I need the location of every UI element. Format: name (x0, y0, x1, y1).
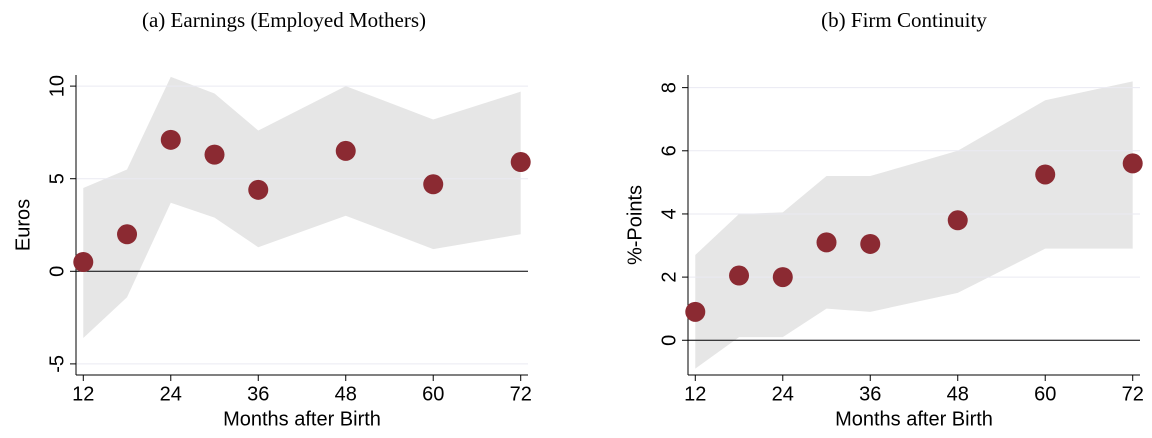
point (204, 144, 225, 165)
x-tick-label: 24 (160, 383, 182, 405)
point (729, 265, 750, 286)
x-axis-label: Months after Birth (835, 408, 993, 430)
panel-title: (a) Earnings (Employed Mothers) (142, 8, 426, 32)
point (160, 129, 181, 150)
x-tick-label: 60 (1034, 383, 1056, 405)
point (772, 267, 793, 288)
y-tick-label: 6 (658, 145, 680, 156)
y-tick-label: 5 (46, 173, 68, 184)
point (117, 224, 138, 245)
y-tick-label: 8 (658, 82, 680, 93)
x-axis-label: Months after Birth (223, 408, 381, 430)
x-tick-label: 24 (772, 383, 794, 405)
x-tick-label: 60 (422, 383, 444, 405)
y-tick-label: 4 (658, 208, 680, 219)
confidence-band (695, 81, 1133, 369)
x-tick-label: 72 (510, 383, 532, 405)
y-tick-label: 2 (658, 272, 680, 283)
x-tick-label: 36 (247, 383, 269, 405)
point (860, 233, 881, 254)
x-tick-label: 48 (947, 383, 969, 405)
y-tick-label: -5 (46, 355, 68, 373)
point (1035, 164, 1056, 185)
confidence-band (83, 76, 521, 338)
y-axis-label: %-Points (624, 185, 646, 265)
y-axis-label: Euros (12, 199, 34, 251)
point (73, 252, 94, 273)
y-tick-label: 0 (658, 335, 680, 346)
panel-title: (b) Firm Continuity (821, 8, 987, 32)
y-tick-label: 0 (46, 266, 68, 277)
point (510, 152, 531, 173)
point (947, 210, 968, 231)
point (335, 140, 356, 161)
x-tick-label: 72 (1122, 383, 1144, 405)
point (423, 174, 444, 195)
x-tick-label: 36 (859, 383, 881, 405)
point (816, 232, 837, 253)
point (1122, 153, 1143, 174)
x-tick-label: 12 (72, 383, 94, 405)
x-tick-label: 48 (335, 383, 357, 405)
point (685, 301, 706, 322)
point (248, 179, 269, 200)
y-tick-label: 10 (46, 75, 68, 97)
x-tick-label: 12 (684, 383, 706, 405)
